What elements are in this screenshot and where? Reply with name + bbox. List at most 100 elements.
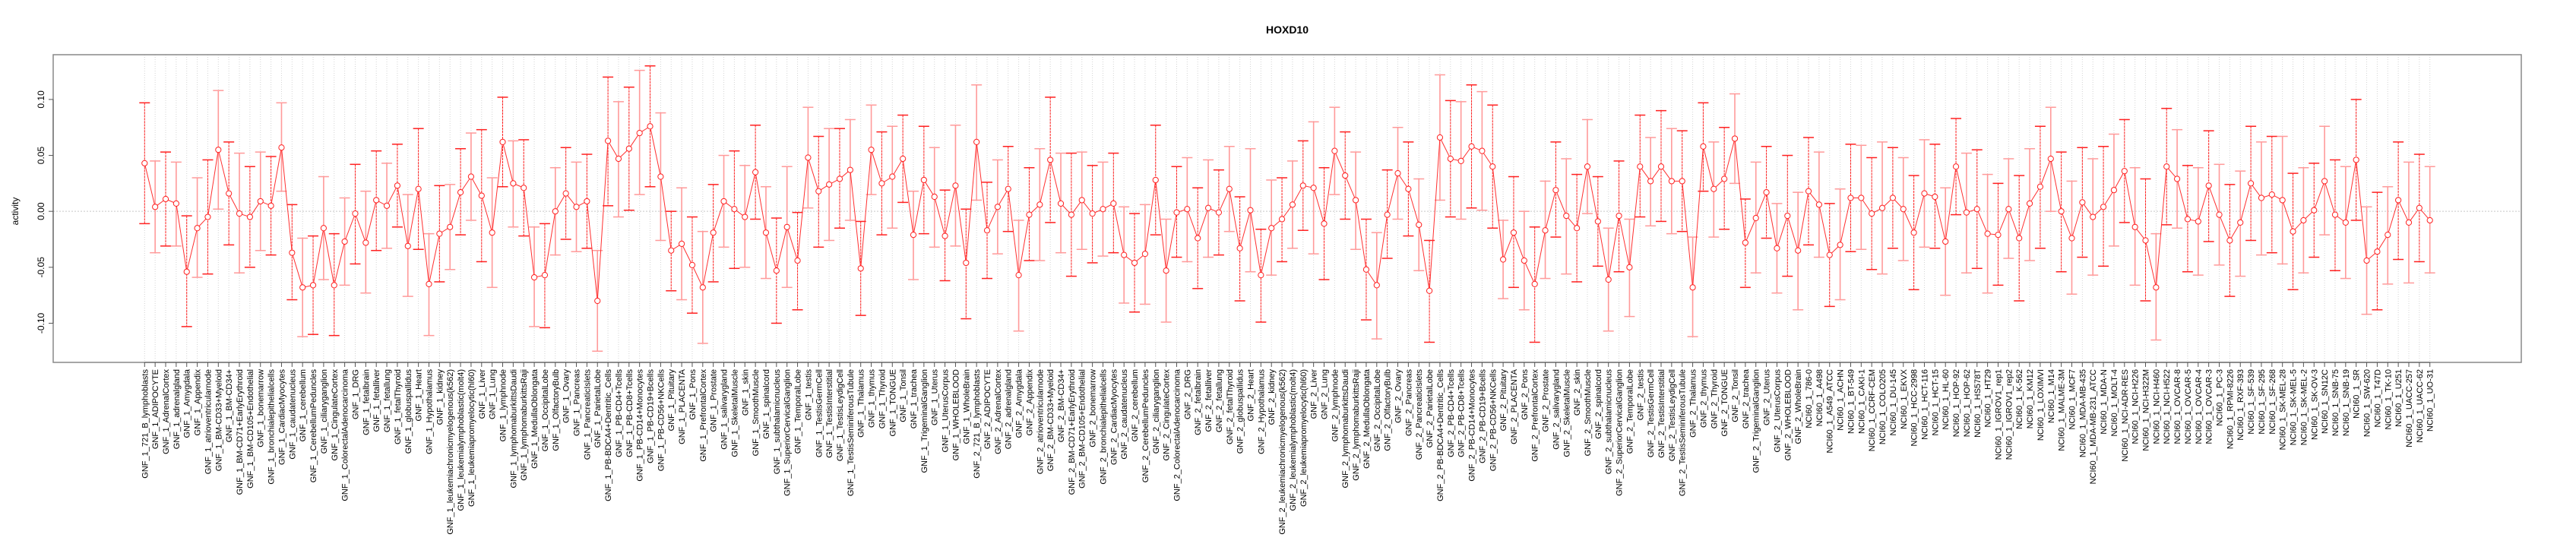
- data-point: [1195, 235, 1201, 242]
- x-tick-label: GNF_2_PB-CD4+Tcells: [1447, 369, 1456, 457]
- data-point: [1837, 242, 1843, 248]
- series-segment: [502, 141, 514, 184]
- x-tick-label: GNF_2_WholeBrain: [1794, 369, 1803, 444]
- x-tick-label: GNF_1_Uterus: [931, 369, 940, 425]
- data-point: [1416, 221, 1422, 228]
- series-segment: [1513, 232, 1525, 261]
- x-tick-label: GNF_2_Pituitary: [1499, 369, 1508, 432]
- series-segment: [2145, 240, 2157, 288]
- series-segment: [1049, 160, 1062, 204]
- data-point: [2058, 208, 2065, 215]
- x-tick-label: NCI60_1_IGROV1_rep2: [2005, 369, 2014, 460]
- x-tick-label: GNF_1_Pancreas: [573, 369, 582, 437]
- x-tick-label: GNF_1_salivarygland: [720, 369, 729, 450]
- x-tick-label: GNF_1_Pituitary: [667, 369, 676, 432]
- x-tick-label: GNF_2_SmoothMuscle: [1584, 369, 1593, 456]
- x-tick-label: NCI60_1_MDA-MB-435: [2078, 369, 2087, 457]
- data-point: [1258, 272, 1264, 279]
- series-segment: [1576, 166, 1588, 229]
- data-point: [352, 210, 359, 217]
- x-tick-label: GNF_2_TestisGermCell: [1647, 369, 1656, 457]
- series-segment: [1597, 221, 1609, 280]
- data-point: [952, 182, 959, 189]
- series-segment: [1998, 209, 2009, 236]
- x-tick-label: GNF_2_Liver: [1310, 369, 1319, 419]
- data-point: [1426, 287, 1433, 294]
- x-tick-label: GNF_2_cerebellum: [1131, 369, 1140, 441]
- x-tick-label: GNF_1_TestisSeminiferousTubule: [847, 369, 856, 496]
- data-point: [1384, 211, 1391, 218]
- x-tick-label: NCI60_1_MDA-N: [2100, 369, 2109, 435]
- data-point: [1100, 206, 1106, 213]
- data-point: [805, 154, 812, 161]
- series-segment: [2208, 185, 2220, 215]
- x-tick-label: GNF_1_SuperiorCervicalGanglion: [783, 369, 793, 496]
- data-point: [2036, 183, 2044, 190]
- data-point: [615, 155, 622, 163]
- x-tick-label: GNF_2_Appendix: [1025, 369, 1034, 436]
- x-tick-label: NCI60_1_SF-539: [2247, 369, 2256, 435]
- series-segment: [1702, 146, 1714, 189]
- series-segment: [1144, 179, 1157, 255]
- y-tick-label: 0.05: [36, 147, 46, 165]
- x-tick-label: GNF_1_BM-CD105+Endothelial: [246, 369, 255, 489]
- series-segment: [902, 158, 914, 236]
- y-axis-title: activity: [10, 198, 21, 226]
- data-point: [1973, 206, 1980, 213]
- series-segment: [1786, 215, 1799, 251]
- series-segment: [1397, 172, 1409, 190]
- x-tick-label: GNF_2_SuperiorCervicalGanglion: [1616, 369, 1625, 496]
- series-segment: [1239, 210, 1251, 248]
- x-tick-label: GNF_2_Hypothalamus: [1257, 369, 1266, 454]
- x-tick-label: GNF_2_fetalbrain: [1194, 369, 1203, 435]
- data-point: [2090, 213, 2097, 220]
- x-tick-label: GNF_2_caudatenucleus: [1120, 369, 1129, 460]
- data-point: [1657, 163, 1665, 170]
- data-point: [1362, 266, 1370, 273]
- data-point: [2163, 163, 2170, 170]
- x-tick-label: NCI60_1_HCT-15: [1931, 369, 1940, 435]
- series-segment: [586, 201, 598, 302]
- data-point: [541, 272, 549, 279]
- data-point: [2026, 200, 2033, 207]
- error-bar: [1277, 177, 1288, 263]
- data-point: [1110, 200, 1117, 207]
- error-bar: [223, 141, 235, 246]
- series-segment: [2155, 166, 2167, 288]
- series-segment: [2124, 171, 2136, 227]
- data-point: [1574, 225, 1581, 232]
- data-point: [1984, 230, 1991, 237]
- data-point: [1468, 143, 1475, 150]
- data-point: [2416, 204, 2423, 211]
- series-segment: [249, 201, 261, 217]
- data-point: [341, 238, 348, 245]
- series-segment: [2376, 234, 2388, 252]
- data-point: [1068, 211, 1074, 218]
- data-point: [1152, 176, 1159, 184]
- x-tick-label: GNF_2_SkeletalMuscle: [1562, 369, 1571, 457]
- data-point: [604, 138, 612, 144]
- data-point: [1815, 201, 1822, 208]
- series-segment: [1860, 198, 1872, 214]
- x-tick-label: GNF_1_UterusCorpus: [941, 369, 951, 453]
- x-tick-label: GNF_2_PB-CD14+Monocytes: [1468, 369, 1477, 482]
- data-point: [2290, 228, 2296, 235]
- series-segment: [1197, 207, 1209, 239]
- x-tick-label: NCI60_1_MCF7: [2068, 369, 2077, 429]
- series-segment: [1439, 137, 1451, 160]
- data-point: [720, 198, 727, 205]
- data-point: [2195, 218, 2201, 225]
- data-point: [2426, 217, 2433, 224]
- x-axis: GNF_1_721_B_lymphoblasts GNF_1_ADIPOCYTE G…: [141, 362, 2435, 535]
- x-tick-label: NCI60_1_OVCAR-5: [2184, 369, 2193, 444]
- x-tick-label: GNF_1_TrigeminalGanglion: [920, 369, 929, 473]
- x-tick-label: GNF_1_lymphomaburkittsRaji: [520, 369, 529, 481]
- x-tick-label: NCI60_1_SNB-19: [2342, 369, 2351, 436]
- series-segment: [891, 158, 903, 177]
- x-tick-label: GNF_2_leukemiachronicmyelogenous(k562): [1278, 369, 1287, 535]
- series-segment: [1218, 188, 1230, 213]
- data-point: [657, 173, 664, 180]
- series-segment: [2050, 158, 2062, 212]
- data-point: [1784, 212, 1791, 220]
- series-segment: [681, 243, 693, 266]
